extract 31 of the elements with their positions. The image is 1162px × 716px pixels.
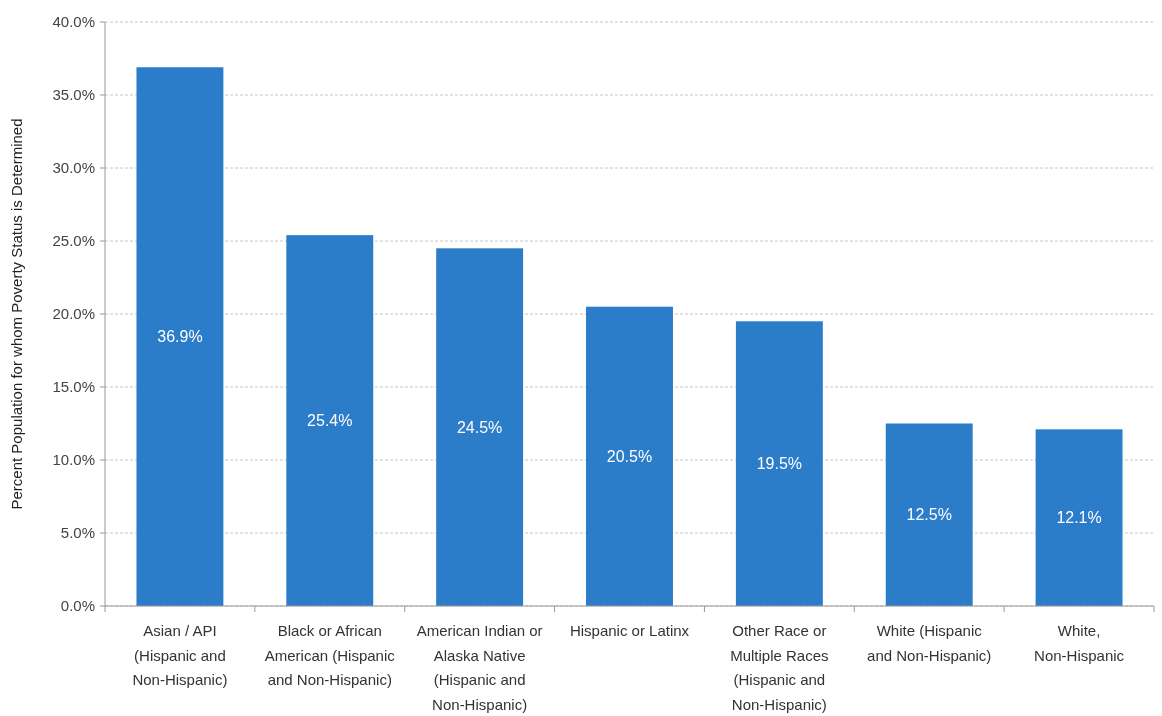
data-label: 12.5% — [906, 506, 952, 524]
x-tick-label: American Indian or Alaska Native (Hispanic and Non-Hispanic) — [416, 622, 543, 713]
bar — [286, 235, 374, 606]
data-label: 36.9% — [157, 328, 203, 346]
y-tick-label: 35.0% — [52, 86, 95, 104]
x-tick-label: Black or African American (Hispanic and Non-Hispanic) — [264, 622, 396, 688]
bar — [735, 321, 823, 606]
y-tick-label: 5.0% — [60, 524, 95, 542]
y-tick-label: 30.0% — [52, 159, 95, 177]
x-tick-label: White, Non-Hispanic — [1034, 622, 1125, 664]
y-axis-title: Percent Population for whom Poverty Status is Determined — [8, 118, 25, 510]
x-tick-label: Asian / API (Hispanic and Non-Hispanic) — [132, 622, 228, 688]
data-label: 25.4% — [307, 412, 353, 430]
y-tick-label: 15.0% — [52, 378, 95, 396]
bar — [1035, 429, 1123, 606]
y-tick-label: 40.0% — [52, 13, 95, 31]
x-tick-label: Other Race or Multiple Races (Hispanic and Non-Hispanic) — [730, 622, 829, 713]
x-tick-label: Hispanic or Latinx — [569, 622, 690, 639]
bar — [436, 248, 524, 606]
data-label: 20.5% — [606, 447, 653, 465]
y-tick-label: 0.0% — [60, 597, 95, 615]
y-tick-label: 10.0% — [52, 451, 95, 469]
y-tick-label: 20.0% — [52, 305, 95, 323]
bar — [586, 306, 673, 606]
data-label: 19.5% — [756, 455, 803, 473]
x-tick-label: White (Hispanic and Non-Hispanic) — [867, 622, 992, 664]
y-tick-label: 25.0% — [52, 232, 95, 250]
data-label: 12.1% — [1056, 509, 1102, 527]
bar — [136, 67, 224, 606]
bar — [885, 423, 973, 606]
data-label: 24.5% — [456, 418, 503, 436]
